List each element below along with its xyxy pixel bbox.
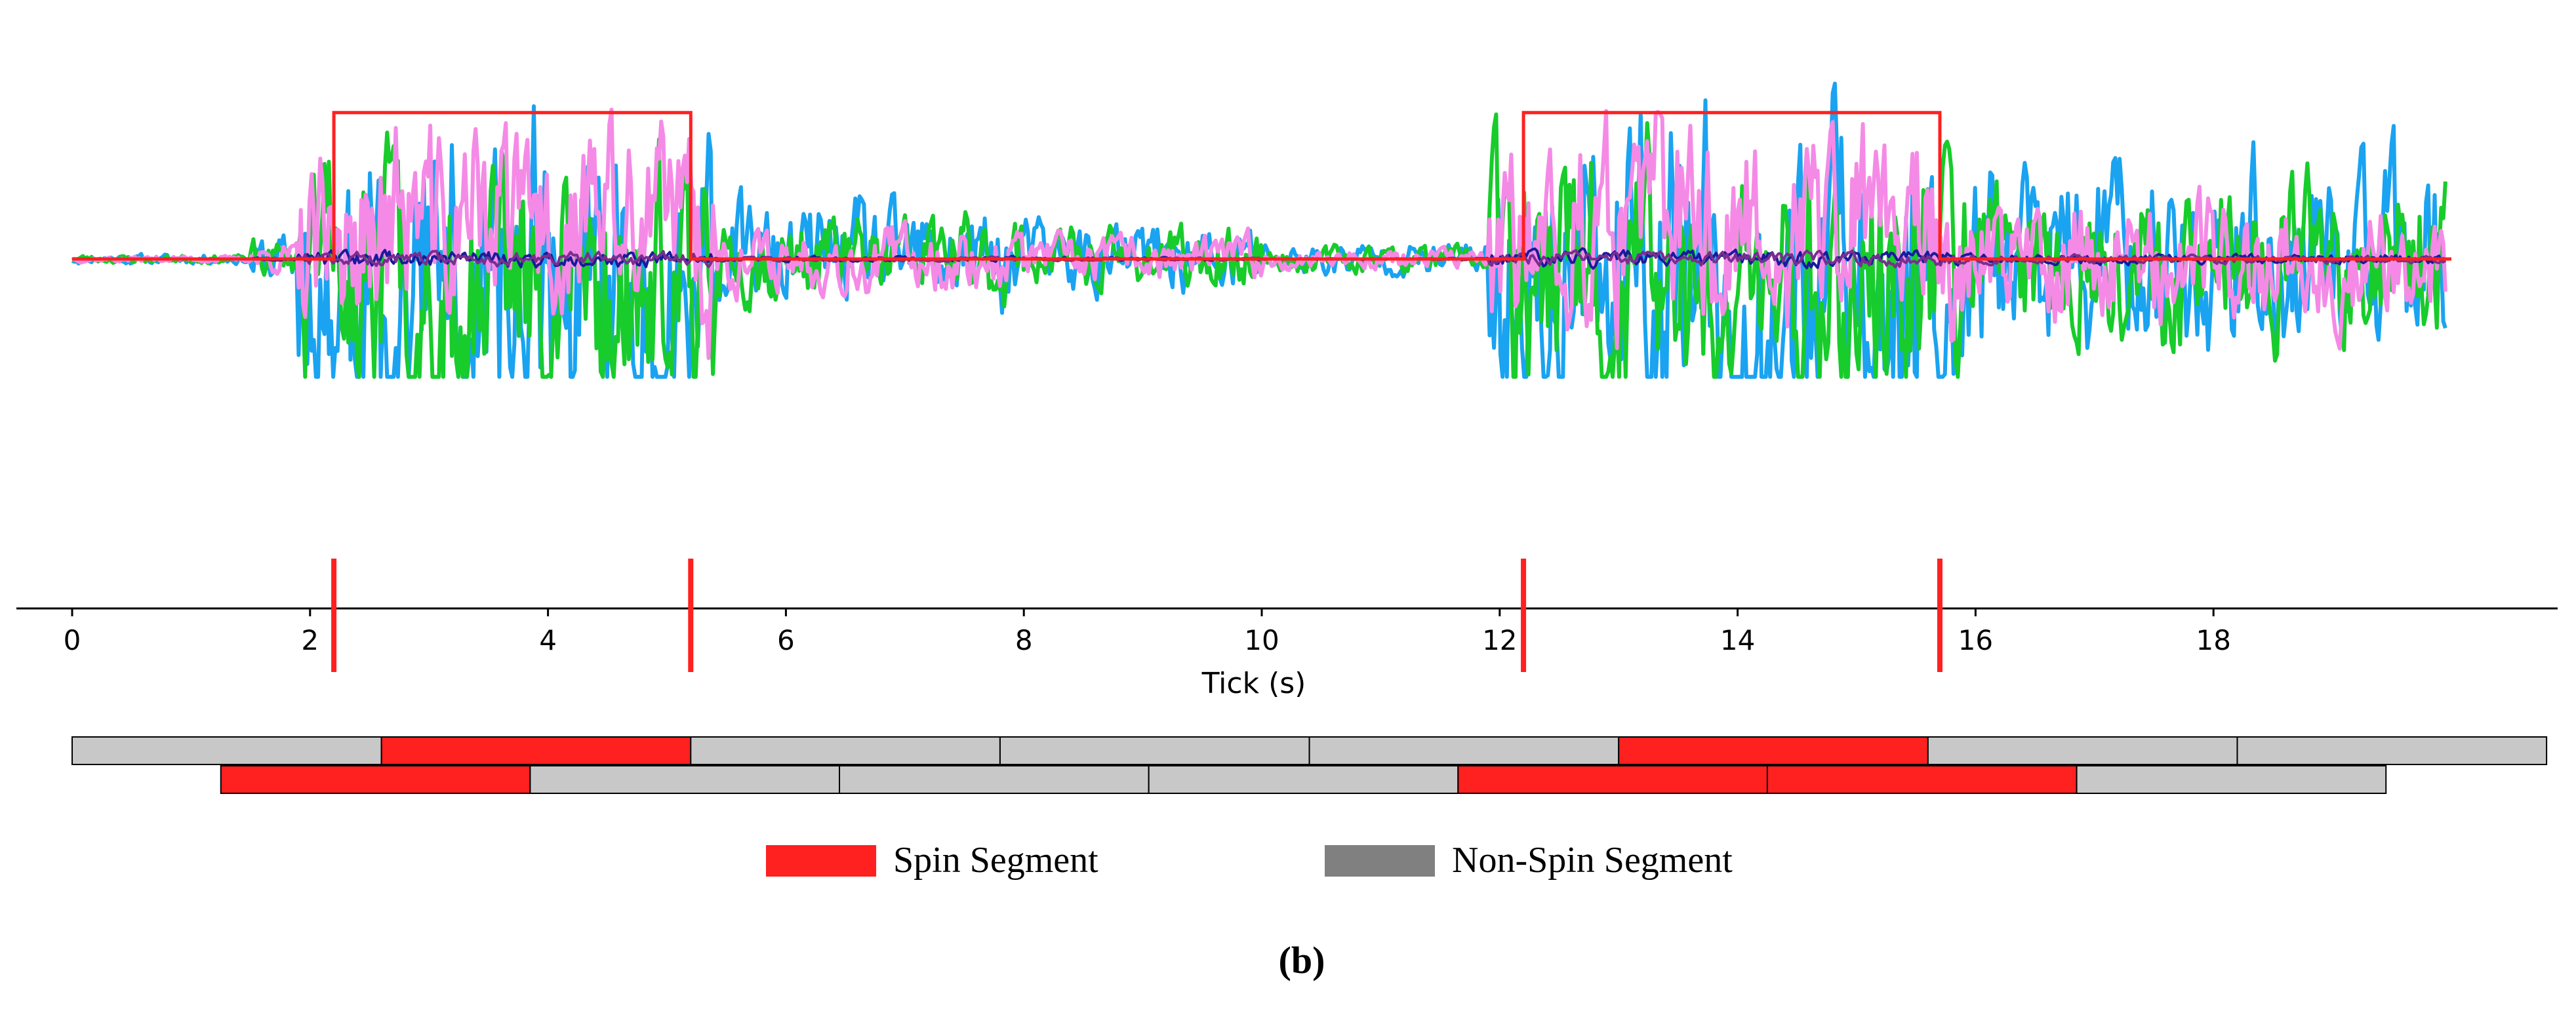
non-spin-segment — [1927, 736, 2238, 765]
legend-label: Non-Spin Segment — [1452, 840, 1733, 881]
x-tick-label: 12 — [1482, 624, 1517, 656]
legend: Spin Segment Non-Spin Segment — [766, 840, 1733, 881]
spin-segment — [1618, 736, 1929, 765]
x-tick-label: 18 — [2196, 624, 2230, 656]
x-tick-label: 4 — [539, 624, 557, 656]
non-spin-segment — [2076, 765, 2387, 794]
x-tick-label: 8 — [1015, 624, 1033, 656]
non-spin-segment — [1148, 765, 1459, 794]
non-spin-segment — [2236, 736, 2548, 765]
legend-swatch — [766, 845, 876, 877]
x-tick-label: 10 — [1244, 624, 1279, 656]
x-tick-label: 2 — [301, 624, 319, 656]
x-tick-label: 16 — [1958, 624, 1993, 656]
spin-segment — [220, 765, 531, 794]
non-spin-segment — [529, 765, 841, 794]
spin-segment — [1766, 765, 2078, 794]
legend-label: Spin Segment — [893, 840, 1098, 881]
x-axis: 0 2 4 6 8 10 12 14 16 18 — [16, 559, 2558, 672]
segment-bars — [71, 736, 2548, 794]
non-spin-segment — [999, 736, 1310, 765]
non-spin-segment — [71, 736, 382, 765]
plot-area — [71, 81, 2451, 379]
non-spin-segment — [690, 736, 1001, 765]
series-spin-label — [72, 111, 2451, 261]
x-tick-label: 14 — [1720, 624, 1755, 656]
series-signal-pink — [71, 108, 2447, 361]
x-axis-label: Tick (s) — [1201, 667, 1306, 700]
non-spin-segment — [839, 765, 1150, 794]
non-spin-segment — [1308, 736, 1620, 765]
x-tick-label: 6 — [777, 624, 795, 656]
spin-segment — [1457, 765, 1768, 794]
legend-swatch — [1325, 845, 1435, 877]
spin-segment — [380, 736, 692, 765]
x-tick-label: 0 — [64, 624, 81, 656]
figure-caption: (b) — [1279, 939, 1325, 981]
